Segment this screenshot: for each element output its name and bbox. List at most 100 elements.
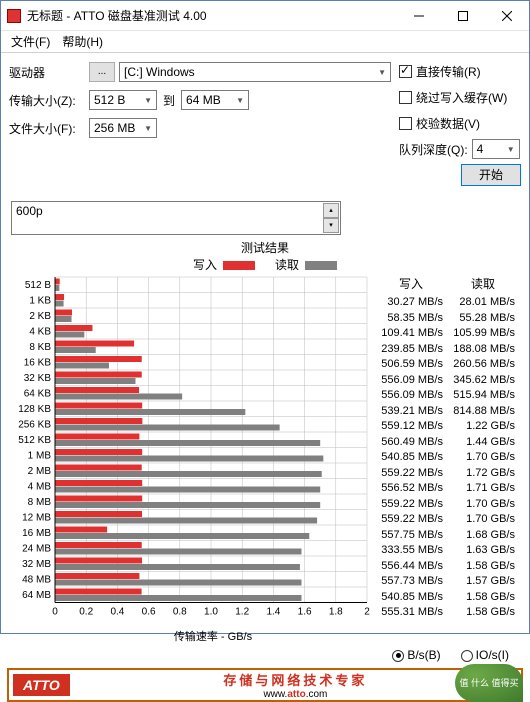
svg-text:4 MB: 4 MB (28, 481, 52, 492)
drive-label: 驱动器 (9, 64, 89, 81)
minimize-button[interactable] (397, 2, 441, 30)
svg-text:16 MB: 16 MB (22, 528, 51, 539)
read-value: 1.58 GB/s (451, 605, 515, 621)
menu-file[interactable]: 文件(F) (5, 31, 56, 52)
bps-label: B/s(B) (407, 648, 440, 662)
menubar: 文件(F) 帮助(H) (1, 31, 529, 53)
svg-text:0.2: 0.2 (79, 607, 93, 618)
write-value: 556.09 MB/s (379, 373, 443, 389)
legend-read-swatch (305, 261, 337, 270)
file-size-select[interactable]: 256 MB ▼ (89, 118, 157, 138)
description-value: 600p (16, 204, 43, 218)
svg-text:0.4: 0.4 (110, 607, 124, 618)
svg-text:1.0: 1.0 (204, 607, 218, 618)
read-value: 55.28 MB/s (451, 311, 515, 327)
legend-write-label: 写入 (193, 258, 217, 272)
read-value: 1.22 GB/s (451, 419, 515, 435)
write-value: 239.85 MB/s (379, 342, 443, 358)
app-icon (7, 9, 21, 23)
chart-title: 测试结果 (1, 239, 529, 256)
write-value: 559.22 MB/s (379, 512, 443, 528)
read-value: 1.57 GB/s (451, 574, 515, 590)
svg-text:1.6: 1.6 (298, 607, 312, 618)
write-value: 557.75 MB/s (379, 528, 443, 544)
svg-text:32 MB: 32 MB (22, 559, 51, 570)
svg-text:12 MB: 12 MB (22, 512, 51, 523)
write-value: 559.12 MB/s (379, 419, 443, 435)
footer: ATTO 存储与网络技术专家 www.atto.com 值 什么 值得买 (7, 668, 523, 702)
read-value: 1.72 GB/s (451, 466, 515, 482)
io-from-value: 512 B (94, 93, 125, 107)
read-value: 1.70 GB/s (451, 450, 515, 466)
file-size-value: 256 MB (94, 121, 135, 135)
svg-text:1.2: 1.2 (235, 607, 249, 618)
write-value: 333.55 MB/s (379, 543, 443, 559)
write-header: 写入 (379, 275, 443, 292)
svg-text:16 KB: 16 KB (24, 357, 52, 368)
svg-text:48 MB: 48 MB (22, 574, 51, 585)
write-value: 560.49 MB/s (379, 435, 443, 451)
write-value: 556.44 MB/s (379, 559, 443, 575)
bypass-cache-label: 绕过写入缓存(W) (416, 89, 507, 106)
maximize-button[interactable] (441, 2, 485, 30)
description-input[interactable]: 600p ▴ ▾ (11, 201, 341, 235)
chevron-down-icon: ▼ (378, 68, 386, 77)
verify-label: 校验数据(V) (416, 115, 480, 132)
svg-text:256 KB: 256 KB (18, 419, 51, 430)
write-value: 540.85 MB/s (379, 450, 443, 466)
watermark-badge: 值 什么 值得买 (455, 664, 523, 702)
direct-io-checkbox[interactable] (399, 65, 412, 78)
io-to-select[interactable]: 64 MB▼ (181, 90, 249, 110)
spin-down-button[interactable]: ▾ (323, 218, 339, 233)
chevron-down-icon: ▼ (144, 124, 152, 133)
svg-text:2: 2 (364, 607, 370, 618)
read-value: 1.63 GB/s (451, 543, 515, 559)
read-column: 读取 28.01 MB/s55.28 MB/s105.99 MB/s188.08… (451, 275, 523, 644)
read-value: 188.08 MB/s (451, 342, 515, 358)
queue-depth-value: 4 (477, 142, 484, 156)
bar-chart: 00.20.40.60.81.01.21.41.61.82512 B1 KB2 … (7, 275, 379, 623)
svg-text:0.8: 0.8 (173, 607, 187, 618)
write-column: 写入 30.27 MB/s58.35 MB/s109.41 MB/s239.85… (379, 275, 451, 644)
read-value: 1.58 GB/s (451, 559, 515, 575)
legend-write-swatch (223, 261, 255, 270)
window-title: 无标题 - ATTO 磁盘基准测试 4.00 (27, 7, 397, 24)
write-value: 556.52 MB/s (379, 481, 443, 497)
x-axis-label: 传输速率 - GB/s (47, 628, 379, 644)
write-value: 539.21 MB/s (379, 404, 443, 420)
queue-depth-select[interactable]: 4▼ (472, 139, 520, 159)
iops-radio[interactable] (461, 650, 473, 662)
controls-panel: 驱动器 ... [C:] Windows▼ 传输大小(Z): 512 B▼ 到 … (1, 53, 529, 195)
svg-text:1.8: 1.8 (329, 607, 343, 618)
verify-checkbox[interactable] (399, 117, 412, 130)
svg-text:32 KB: 32 KB (24, 373, 52, 384)
close-button[interactable] (485, 2, 529, 30)
write-value: 506.59 MB/s (379, 357, 443, 373)
bps-radio[interactable] (392, 650, 404, 662)
svg-text:24 MB: 24 MB (22, 543, 51, 554)
read-value: 1.44 GB/s (451, 435, 515, 451)
svg-text:2 KB: 2 KB (29, 311, 51, 322)
drive-browse-button[interactable]: ... (89, 62, 115, 82)
write-value: 559.22 MB/s (379, 497, 443, 513)
chevron-down-icon: ▼ (144, 96, 152, 105)
svg-text:1 MB: 1 MB (28, 450, 52, 461)
write-value: 30.27 MB/s (379, 295, 443, 311)
svg-text:8 MB: 8 MB (28, 497, 52, 508)
menu-help[interactable]: 帮助(H) (56, 31, 109, 52)
start-button[interactable]: 开始 (461, 164, 521, 186)
unit-radio-group: B/s(B) IO/s(I) (1, 644, 529, 666)
spin-up-button[interactable]: ▴ (323, 203, 339, 218)
write-value: 559.22 MB/s (379, 466, 443, 482)
svg-text:8 KB: 8 KB (29, 342, 51, 353)
io-from-select[interactable]: 512 B ▼ (89, 90, 157, 110)
svg-text:0: 0 (52, 607, 58, 618)
drive-select[interactable]: [C:] Windows ▼ (119, 62, 391, 82)
svg-text:512 KB: 512 KB (18, 435, 51, 446)
read-header: 读取 (451, 275, 515, 292)
bypass-cache-checkbox[interactable] (399, 91, 412, 104)
read-value: 1.68 GB/s (451, 528, 515, 544)
drive-value: [C:] Windows (124, 65, 195, 79)
footer-url[interactable]: www.atto.com (70, 689, 521, 700)
read-value: 1.58 GB/s (451, 590, 515, 606)
